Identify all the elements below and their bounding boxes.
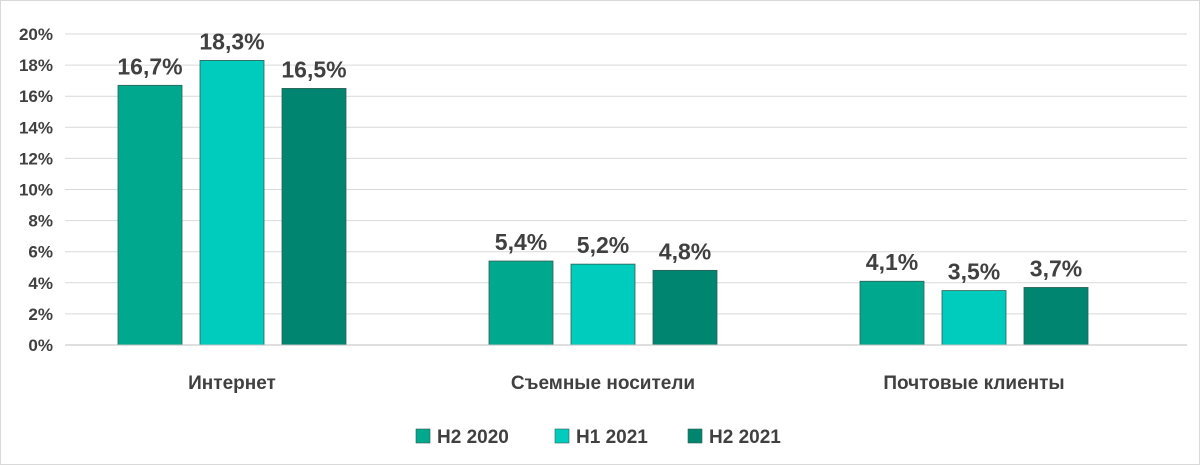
data-label: 3,5% [948,259,1000,285]
y-tick-label: 12% [19,149,53,168]
bar-h2-2020 [488,260,554,346]
x-category-label: Интернет [188,373,276,394]
x-category-label: Почтовые клиенты [883,373,1064,394]
y-tick-label: 20% [19,25,53,44]
bar-h2-2020 [859,280,925,346]
y-axis-ticks: 0% 2% 4% 6% 8% 10% 12% 14% 16% 18% 20% [19,25,53,355]
y-tick-label: 8% [28,212,53,231]
bar-h1-2021 [199,60,265,346]
y-tick-label: 14% [19,118,53,137]
category-labels: Интернет Съемные носители Почтовые клиенты [188,373,1065,394]
bar-h2-2021 [652,269,718,346]
bar-h2-2020 [117,84,183,346]
legend-swatch [554,428,570,444]
legend-label[interactable]: H1 2021 [576,427,648,448]
data-label: 3,7% [1030,255,1082,281]
y-tick-label: 10% [19,181,53,200]
data-label: 16,5% [281,56,346,82]
bar-h2-2021 [1023,287,1089,346]
data-label: 16,7% [117,53,182,79]
legend-label[interactable]: H2 2020 [437,427,509,448]
x-category-label: Съемные носители [511,373,695,394]
bars [117,60,1089,346]
data-label: 5,2% [577,232,629,258]
legend-swatch [415,428,431,444]
y-tick-label: 18% [19,56,53,75]
bar-h2-2021 [281,88,347,346]
y-tick-label: 16% [19,87,53,106]
legend[interactable]: H2 2020 H1 2021 H2 2021 [415,427,781,448]
y-tick-label: 2% [28,305,53,324]
data-label: 5,4% [495,229,547,255]
legend-swatch [687,428,703,444]
y-tick-label: 0% [28,336,53,355]
data-label: 18,3% [199,28,264,54]
data-label: 4,8% [659,238,711,264]
bar-h1-2021 [570,263,636,346]
data-labels: 16,7% 18,3% 16,5% 5,4% 5,2% 4,8% 4,1% 3,5% 3,7% [117,28,1082,284]
legend-label[interactable]: H2 2021 [709,427,781,448]
y-tick-label: 6% [28,243,53,262]
y-tick-label: 4% [28,274,53,293]
data-label: 4,1% [866,249,918,275]
bar-h1-2021 [941,290,1007,346]
